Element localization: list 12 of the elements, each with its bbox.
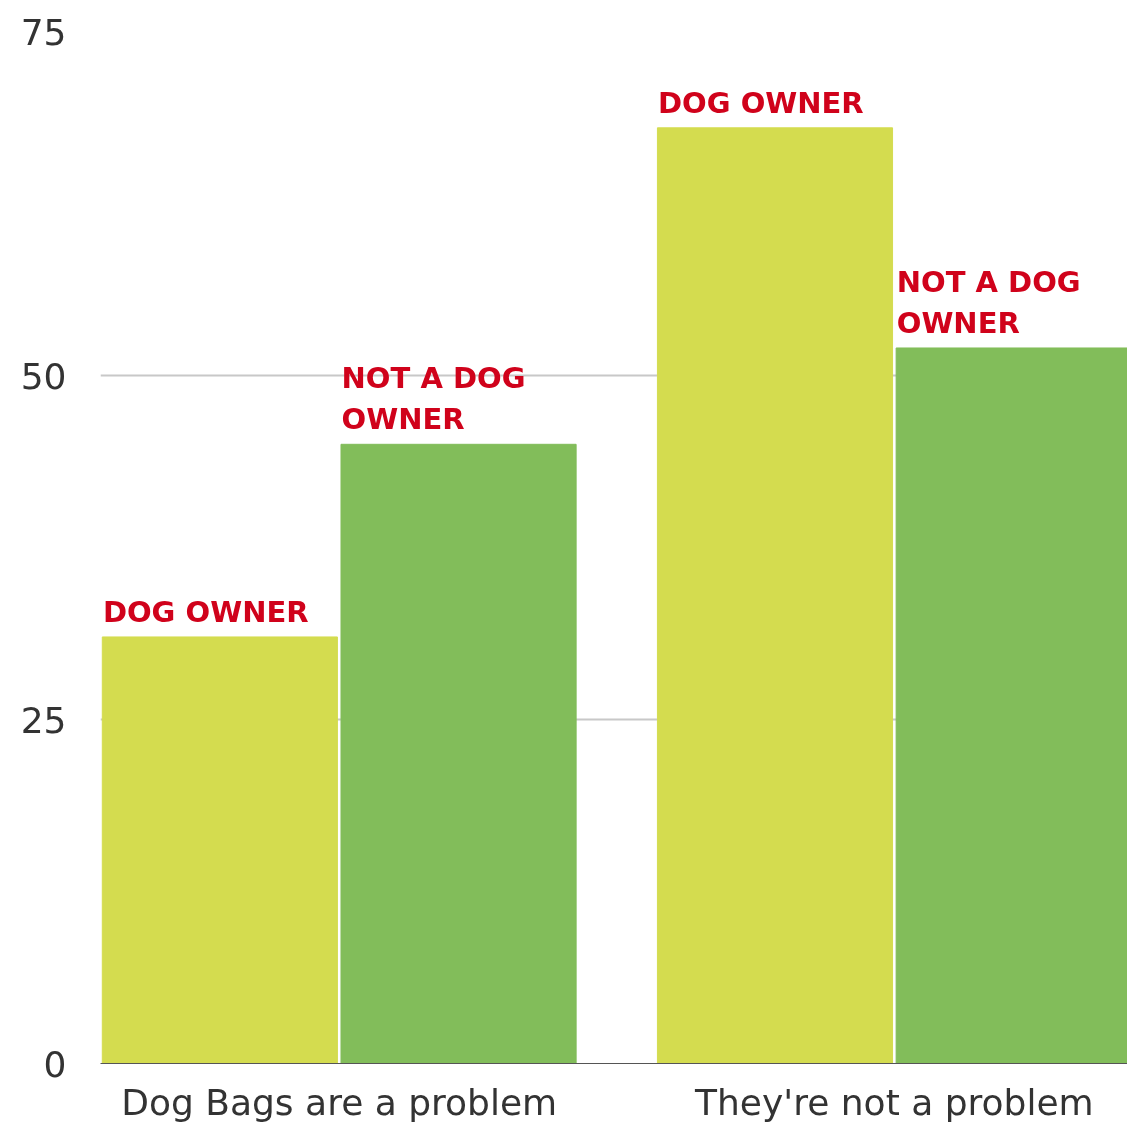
- data-label: DOG OWNER: [102, 594, 309, 629]
- y-tick-label: 25: [20, 699, 67, 741]
- y-tick-label: 75: [20, 11, 67, 53]
- bar: [101, 636, 338, 1064]
- x-tick-label: Dog Bags are a problem: [121, 1081, 558, 1123]
- data-label: DOG OWNER: [658, 85, 864, 120]
- y-tick-label: 0: [43, 1043, 67, 1085]
- bar: [656, 127, 894, 1064]
- x-tick-label: They're not a problem: [694, 1081, 1094, 1123]
- data-label: NOT A DOG OWNER: [341, 361, 526, 437]
- y-tick-label: 50: [20, 355, 67, 397]
- data-label: NOT A DOG OWNER: [896, 265, 1081, 340]
